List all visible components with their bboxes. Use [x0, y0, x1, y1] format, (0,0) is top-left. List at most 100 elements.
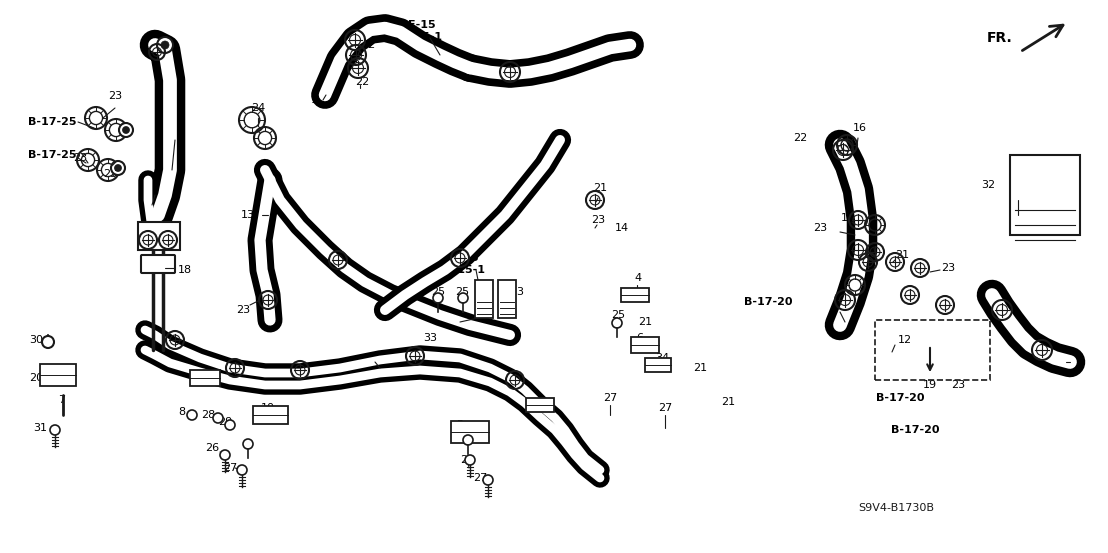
Text: 17: 17: [311, 95, 325, 105]
Text: 21: 21: [593, 183, 607, 193]
Text: 12: 12: [897, 335, 912, 345]
Text: E-15: E-15: [408, 20, 435, 30]
Circle shape: [187, 410, 197, 420]
Text: 23: 23: [236, 305, 250, 315]
Circle shape: [114, 164, 122, 171]
Text: 33: 33: [423, 333, 437, 343]
Text: 13: 13: [242, 210, 255, 220]
Circle shape: [220, 450, 230, 460]
Circle shape: [111, 161, 125, 175]
Bar: [138, 222, 179, 250]
Text: 4: 4: [635, 273, 642, 283]
Bar: [40, 364, 76, 386]
Bar: [1010, 155, 1080, 235]
Bar: [497, 280, 516, 318]
Text: 23: 23: [73, 153, 88, 163]
Text: 31: 31: [33, 423, 47, 433]
Circle shape: [42, 336, 54, 348]
Text: 7: 7: [59, 395, 65, 405]
Text: E-15-1: E-15-1: [445, 265, 485, 275]
Text: 27: 27: [473, 473, 488, 483]
Text: 16: 16: [853, 123, 866, 133]
Bar: [451, 421, 489, 443]
Text: 1: 1: [154, 183, 161, 193]
Text: 23: 23: [951, 380, 965, 390]
Circle shape: [243, 439, 253, 449]
Text: 22: 22: [793, 133, 807, 143]
Text: 23: 23: [261, 293, 275, 303]
Text: 21: 21: [692, 363, 707, 373]
Text: 22: 22: [863, 240, 878, 250]
Text: 19: 19: [841, 213, 855, 223]
Text: 10: 10: [261, 403, 275, 413]
Text: 6: 6: [196, 363, 204, 373]
Text: 27: 27: [460, 455, 474, 465]
Text: B-17-25: B-17-25: [28, 150, 76, 160]
Text: 2: 2: [174, 123, 182, 133]
Text: E-15: E-15: [451, 253, 479, 263]
Text: 25: 25: [431, 287, 445, 297]
Circle shape: [237, 465, 247, 475]
Bar: [475, 280, 493, 318]
Circle shape: [119, 123, 133, 137]
Text: 21: 21: [721, 397, 735, 407]
Text: 22: 22: [361, 40, 376, 50]
Text: B-17-20: B-17-20: [875, 393, 924, 403]
Text: 21: 21: [895, 250, 909, 260]
Circle shape: [161, 41, 170, 49]
Text: B-17-20: B-17-20: [891, 425, 940, 435]
Text: 27: 27: [223, 463, 237, 473]
Text: 20: 20: [29, 373, 43, 383]
Circle shape: [458, 293, 468, 303]
Text: S9V4-B1730B: S9V4-B1730B: [858, 503, 934, 513]
Text: 25: 25: [611, 310, 625, 320]
Text: 9: 9: [526, 393, 534, 403]
Text: 3: 3: [516, 287, 523, 297]
Text: B-17-20: B-17-20: [743, 297, 792, 307]
Text: 25: 25: [455, 435, 469, 445]
Text: 27: 27: [658, 403, 673, 413]
Bar: [526, 398, 554, 412]
Bar: [630, 337, 659, 353]
Text: 15: 15: [1071, 357, 1085, 367]
Text: 23: 23: [813, 223, 827, 233]
Circle shape: [157, 37, 173, 53]
Text: 19: 19: [923, 380, 937, 390]
Text: 14: 14: [615, 223, 629, 233]
Text: 23: 23: [591, 215, 605, 225]
Text: 23: 23: [941, 263, 955, 273]
Bar: [875, 320, 991, 380]
Circle shape: [50, 425, 60, 435]
Text: 28: 28: [201, 410, 215, 420]
Text: 21: 21: [638, 317, 653, 327]
Circle shape: [483, 475, 493, 485]
Text: B-17-25: B-17-25: [28, 117, 76, 127]
Text: 6: 6: [636, 333, 644, 343]
Circle shape: [225, 420, 235, 430]
Bar: [645, 358, 671, 372]
Text: 34: 34: [655, 353, 669, 363]
Circle shape: [213, 413, 223, 423]
Circle shape: [463, 435, 473, 445]
Text: 24: 24: [250, 103, 265, 113]
Text: 22: 22: [355, 77, 369, 87]
Text: 30: 30: [29, 335, 43, 345]
Text: 26: 26: [205, 443, 219, 453]
FancyBboxPatch shape: [141, 255, 175, 273]
Text: 23: 23: [107, 91, 122, 101]
Circle shape: [612, 318, 622, 328]
Text: FR.: FR.: [987, 31, 1013, 45]
Text: 29: 29: [218, 417, 232, 427]
Text: 23: 23: [103, 169, 117, 179]
Circle shape: [433, 293, 443, 303]
Text: 32: 32: [981, 180, 995, 190]
Bar: [620, 288, 649, 302]
Text: 11: 11: [365, 353, 379, 363]
Bar: [253, 406, 287, 424]
Text: E-15-1: E-15-1: [402, 32, 442, 42]
Text: 25: 25: [455, 287, 469, 297]
Circle shape: [465, 455, 475, 465]
Text: 18: 18: [178, 265, 192, 275]
Bar: [189, 370, 220, 386]
Text: 8: 8: [178, 407, 185, 417]
